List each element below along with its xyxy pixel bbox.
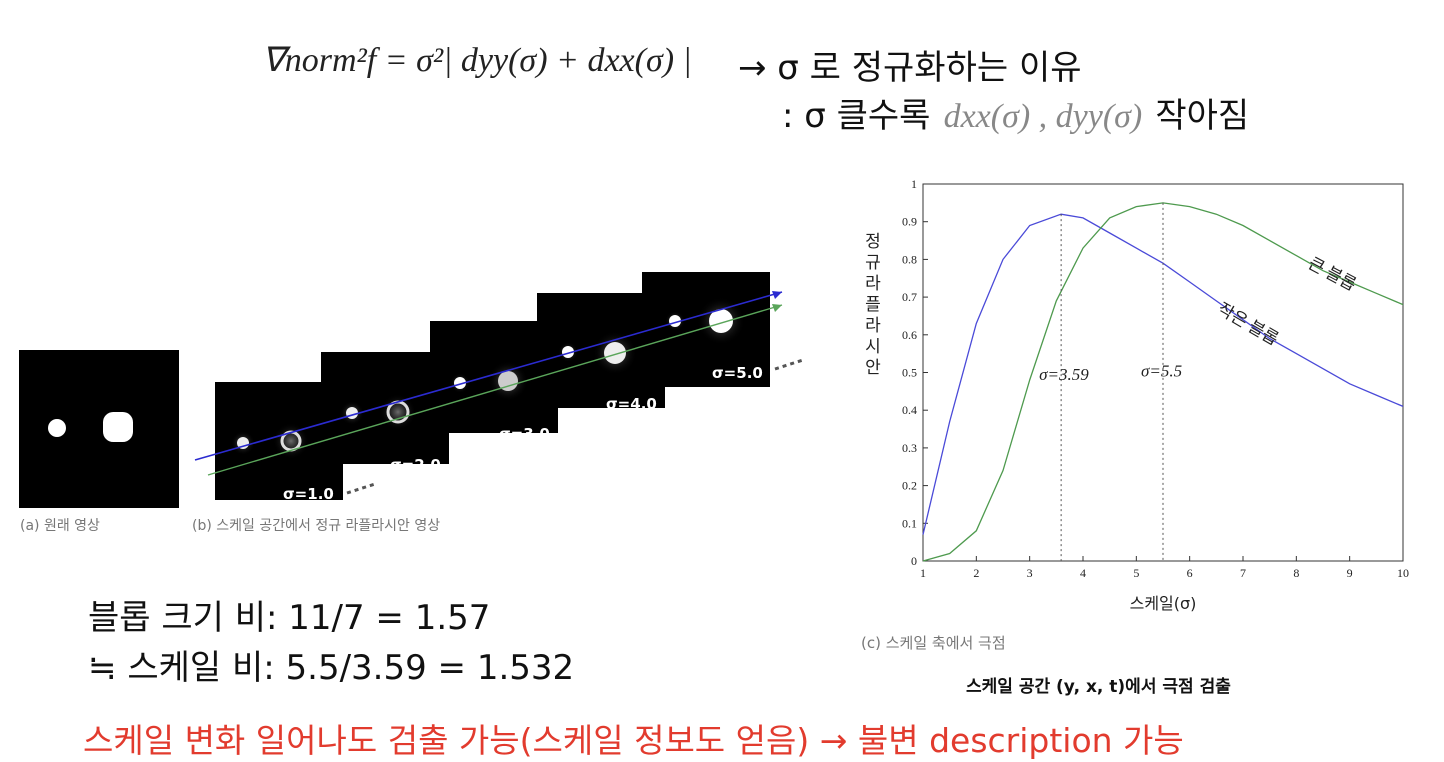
y-tick-label: 0.6 (902, 328, 917, 342)
caption-c: (c) 스케일 축에서 극점 (861, 634, 1006, 652)
y-tick-label: 0.3 (902, 441, 917, 455)
series-line-large-blob (922, 202, 1404, 562)
x-tick-label: 5 (1133, 566, 1139, 580)
y-tick-label: 0.5 (902, 366, 917, 380)
conclusion-text: 스케일 변화 일어나도 검출 가능(스케일 정보도 얻음) → 불변 descr… (83, 721, 1184, 760)
y-tick-label: 0.2 (902, 479, 917, 493)
y-tick-label: 1 (911, 177, 917, 191)
sigma-label-4: σ=4.0 (606, 395, 657, 413)
x-axis-label: 스케일(σ) (1130, 594, 1197, 613)
x-tick-label: 7 (1240, 566, 1246, 580)
formula-lhs: ∇norm²f = σ²| dyy(σ) + dxx(σ) | (262, 42, 692, 79)
original-image (19, 350, 179, 508)
ylabel-text: 정규 라플라시안 (865, 232, 881, 378)
x-tick-label: 8 (1293, 566, 1299, 580)
y-tick-label: 0.1 (902, 516, 917, 530)
sigma-label-2: σ=2.0 (390, 456, 441, 474)
x-tick-label: 3 (1027, 566, 1033, 580)
normalized-laplacian-chart: 1 2 3 4 5 6 7 8 9 10 0 0.1 0.2 0.3 0.4 0.5 0.6 0.7 0.8 0.9 1… (902, 177, 1409, 613)
sigma-label-3: σ=3.0 (499, 425, 550, 443)
sigma-label-1: σ=1.0 (283, 485, 334, 503)
annotation-sigma-5.5: σ=5.5 (1141, 361, 1182, 380)
y-tick-label: 0.9 (902, 215, 917, 229)
x-tick-label: 9 (1347, 566, 1353, 580)
y-tick-label: 0.8 (902, 252, 917, 266)
ratio-line-1: 블롭 크기 비: 11/7 = 1.57 (88, 598, 491, 638)
sigma-label-5: σ=5.0 (712, 364, 763, 382)
large-blob (103, 412, 133, 442)
formula-line2: : σ 클수록 dxx(σ) , dyy(σ) 작아짐 (782, 88, 1249, 137)
x-tick-label: 1 (920, 566, 926, 580)
x-tick-label: 2 (973, 566, 979, 580)
y-tick-label: 0.4 (902, 403, 917, 417)
ratio-line-2: ≒ 스케일 비: 5.5/3.59 = 1.532 (88, 648, 575, 688)
x-tick-label: 4 (1080, 566, 1086, 580)
ylabel-vertical: 정규 라플라시안 (863, 232, 883, 379)
y-tick-label: 0.7 (902, 290, 917, 304)
caption-a: (a) 원래 영상 (20, 518, 100, 534)
small-blob (48, 419, 66, 437)
x-tick-label: 6 (1187, 566, 1193, 580)
scale-space-caption: 스케일 공간 (y, x, t)에서 극점 검출 (966, 677, 1231, 697)
annotation-sigma-3.59: σ=3.59 (1039, 365, 1089, 384)
formula-arrow-text: → σ 로 정규화하는 이유 (738, 48, 1082, 88)
annotation-large-blob: 큰 블롭 (1305, 254, 1359, 295)
small-blob-track (194, 291, 783, 461)
formula-line2-prefix: : σ 클수록 (782, 96, 931, 136)
caption-b: (b) 스케일 공간에서 정규 라플라시안 영상 (192, 518, 441, 534)
x-tick-label: 10 (1397, 566, 1409, 580)
scale-space-figure (194, 272, 804, 500)
formula-line2-terms: dxx(σ) , dyy(σ) (943, 98, 1143, 135)
annotation-small-blob: 작은 블롭 (1214, 299, 1281, 349)
large-blob-track (207, 304, 783, 476)
y-tick-label: 0 (911, 554, 917, 568)
formula-line2-suffix: 작아짐 (1155, 96, 1250, 136)
